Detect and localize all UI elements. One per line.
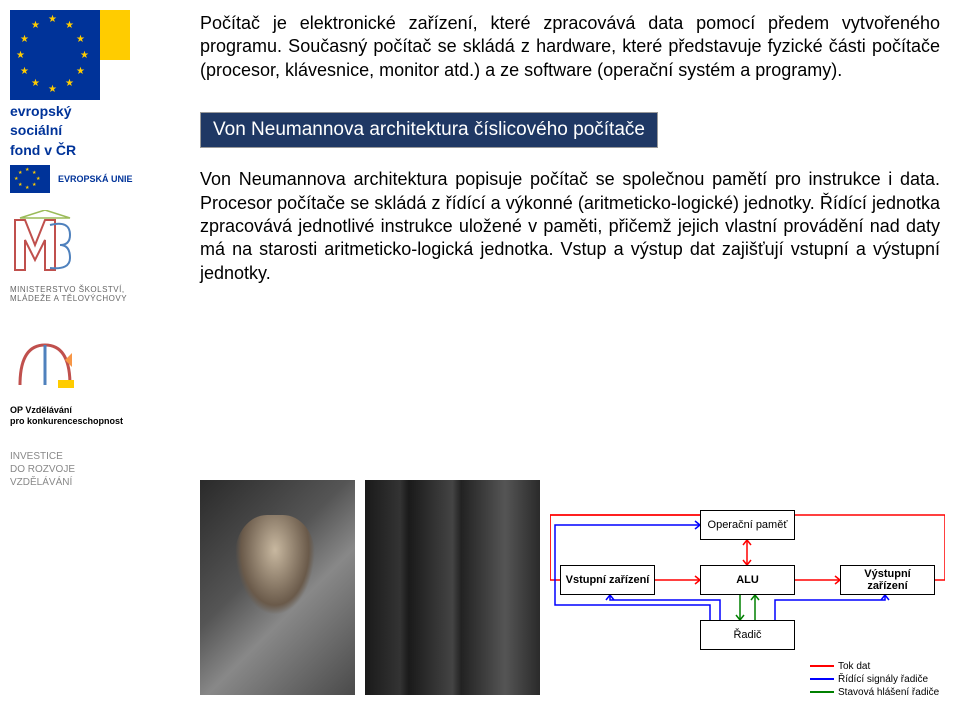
esf-text-1: evropský <box>10 104 180 119</box>
esf-logo: ★ ★ ★ ★ ★ ★ ★ ★ ★ ★ ★ ★ evropský sociáln… <box>10 10 180 140</box>
eu-label: EVROPSKÁ UNIE <box>58 174 133 184</box>
esf-text-3: fond v ČR <box>10 143 180 158</box>
msmt-logo <box>10 210 80 280</box>
historic-computer-photo <box>365 480 540 695</box>
diagram-box-memory: Operační paměť <box>700 510 795 540</box>
msmt-text: MINISTERSTVO ŠKOLSTVÍ, MLÁDEŽE A TĚLOVÝC… <box>10 285 127 303</box>
eu-logo: ★ ★ ★ ★ ★ ★ ★ ★ EVROPSKÁ UNIE <box>10 165 133 193</box>
von-neumann-photo <box>200 480 355 695</box>
esf-text-2: sociální <box>10 123 180 138</box>
main-content: Počítač je elektronické zařízení, které … <box>200 12 940 285</box>
bottom-images <box>200 480 540 695</box>
section-heading: Von Neumannova architektura číslicového … <box>200 112 658 148</box>
op-text: OP Vzdělávání pro konkurenceschopnost <box>10 405 123 427</box>
diagram-box-controller: Řadič <box>700 620 795 650</box>
diagram-legend: Tok dat Řídící signály řadiče Stavová hl… <box>810 660 939 699</box>
diagram-box-input: Vstupní zařízení <box>560 565 655 595</box>
architecture-diagram: Operační paměť Vstupní zařízení ALU Výst… <box>550 510 945 705</box>
op-logo <box>10 330 80 400</box>
sidebar: ★ ★ ★ ★ ★ ★ ★ ★ ★ ★ ★ ★ evropský sociáln… <box>0 0 190 715</box>
investice-text: INVESTICE DO ROZVOJE VZDĚLÁVÁNÍ <box>10 450 75 489</box>
diagram-box-output: Výstupní zařízení <box>840 565 935 595</box>
body-paragraph: Von Neumannova architektura popisuje poč… <box>200 168 940 285</box>
intro-paragraph: Počítač je elektronické zařízení, které … <box>200 12 940 82</box>
diagram-box-alu: ALU <box>700 565 795 595</box>
